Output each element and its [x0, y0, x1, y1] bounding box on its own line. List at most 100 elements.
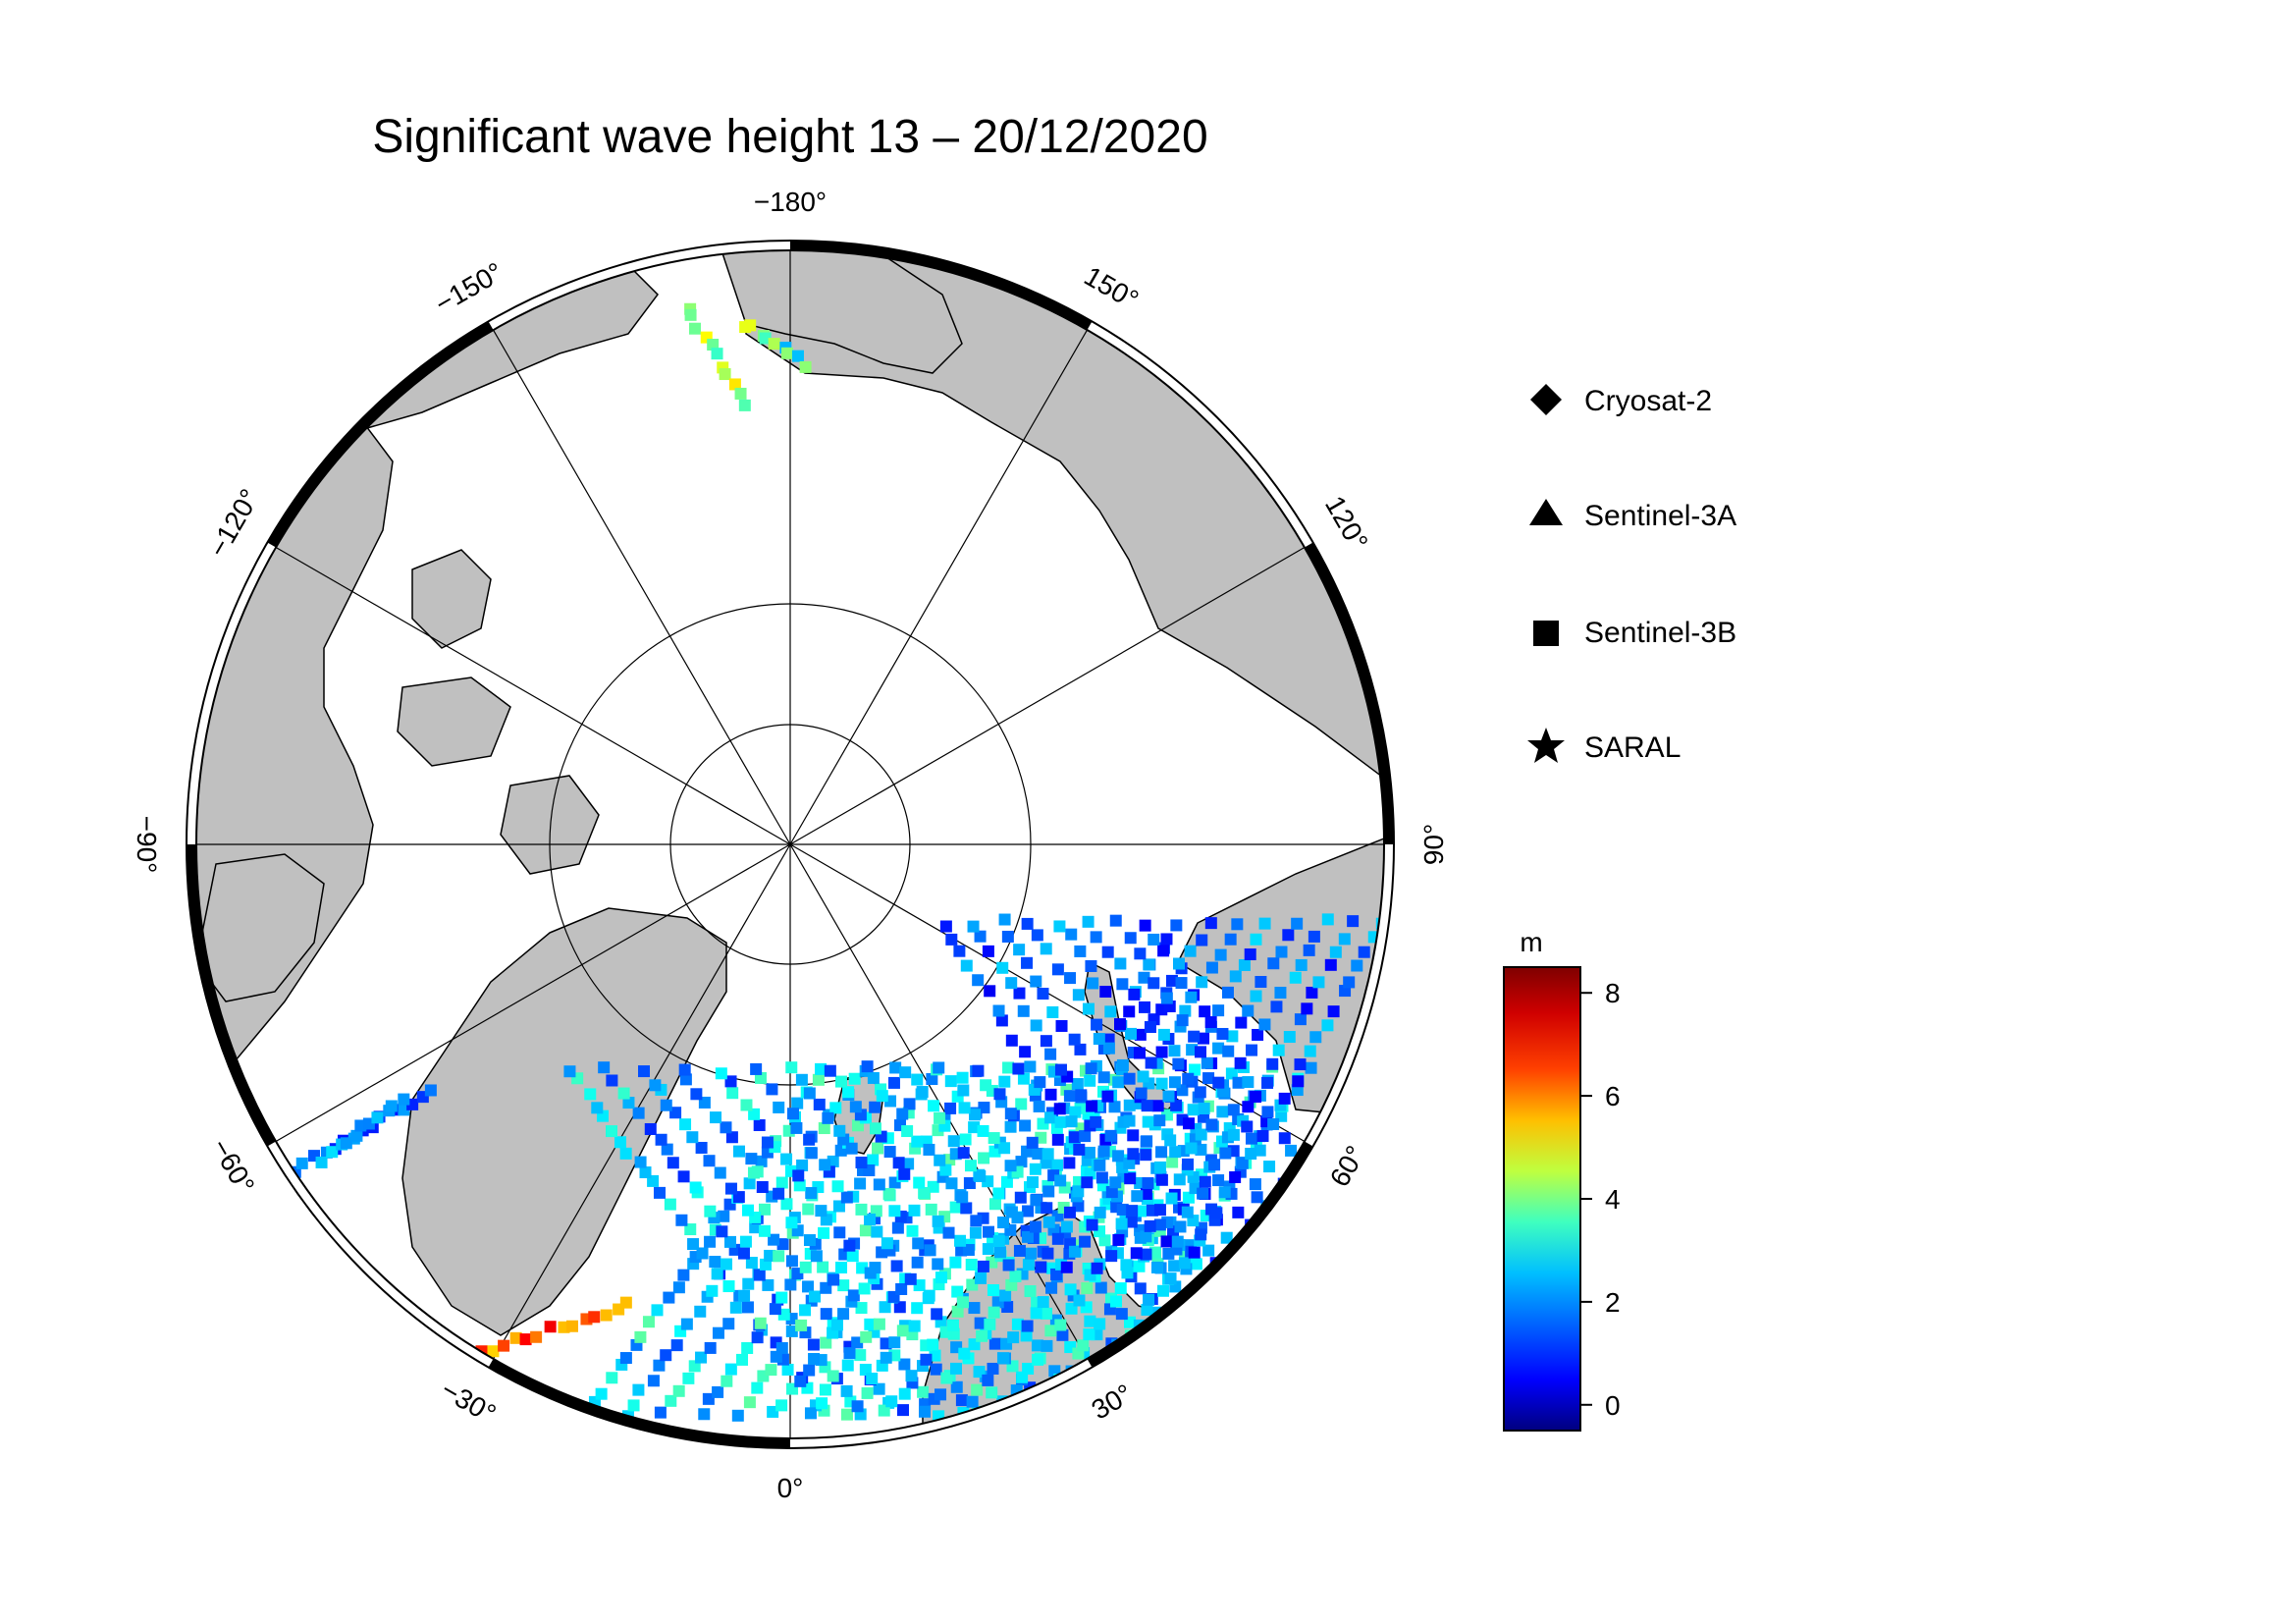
observation-point — [1068, 1131, 1081, 1144]
observation-point — [1238, 1262, 1251, 1274]
longitude-label: 90° — [1418, 824, 1449, 865]
observation-point — [703, 1155, 716, 1167]
observation-point — [1266, 1057, 1279, 1070]
observation-point — [964, 1160, 977, 1172]
observation-point — [773, 1101, 785, 1113]
observation-point — [1044, 1088, 1057, 1101]
observation-point — [988, 1145, 1001, 1158]
observation-point — [1069, 1106, 1082, 1118]
observation-point — [912, 1237, 925, 1250]
observation-point — [745, 1153, 758, 1165]
observation-point — [987, 1284, 999, 1297]
observation-point — [1198, 1032, 1210, 1045]
observation-point — [724, 1235, 737, 1248]
observation-point — [1182, 1072, 1195, 1085]
observation-point — [984, 985, 996, 998]
observation-point — [1272, 1044, 1285, 1056]
observation-point — [1072, 1185, 1085, 1198]
observation-point — [997, 1217, 1010, 1229]
observation-point — [754, 1071, 767, 1084]
observation-point — [1358, 946, 1370, 958]
observation-point — [1086, 1100, 1098, 1112]
observation-point — [606, 1074, 618, 1087]
observation-point — [653, 1186, 666, 1199]
observation-point — [1209, 1278, 1222, 1291]
observation-point — [822, 1111, 834, 1124]
observation-point — [896, 1325, 909, 1337]
observation-point — [1134, 1028, 1147, 1041]
observation-point — [918, 1405, 931, 1418]
observation-point — [1212, 1076, 1225, 1089]
observation-point — [679, 1118, 692, 1131]
observation-point — [923, 1143, 935, 1156]
observation-point — [972, 1064, 985, 1077]
observation-point — [908, 1320, 921, 1332]
observation-point — [1073, 1143, 1086, 1156]
observation-point — [945, 933, 958, 946]
observation-point — [1084, 1315, 1096, 1327]
observation-point — [898, 1387, 911, 1400]
observation-point — [1114, 1282, 1127, 1295]
observation-point — [1160, 933, 1173, 946]
observation-point — [1189, 1063, 1201, 1076]
observation-point — [927, 1338, 939, 1351]
observation-point — [977, 1124, 989, 1137]
observation-point — [698, 1408, 711, 1421]
observation-point — [619, 1296, 632, 1309]
observation-point — [1252, 1386, 1264, 1399]
observation-point — [1037, 1296, 1049, 1309]
observation-point — [1019, 1046, 1032, 1058]
land-arctic-islands-1 — [411, 549, 492, 649]
observation-point — [1347, 915, 1360, 928]
observation-point — [890, 1260, 903, 1272]
observation-point — [872, 1142, 884, 1155]
observation-point — [802, 1280, 815, 1293]
observation-point — [1072, 989, 1085, 1001]
observation-point — [1032, 1147, 1044, 1160]
observation-point — [1068, 1245, 1081, 1258]
observation-point — [1168, 1260, 1181, 1272]
observation-point — [1205, 1118, 1218, 1131]
observation-point — [1327, 1005, 1340, 1018]
observation-point — [1247, 1330, 1259, 1343]
observation-point — [775, 1341, 788, 1354]
observation-point — [1021, 956, 1034, 969]
observation-point — [1133, 1047, 1146, 1059]
observation-point — [1185, 991, 1198, 1003]
observation-point — [1040, 1157, 1052, 1169]
observation-point — [1324, 958, 1337, 971]
observation-point — [632, 1383, 645, 1396]
observation-point — [1095, 1281, 1107, 1294]
observation-point — [704, 1235, 717, 1248]
observation-point — [1253, 1337, 1265, 1350]
observation-point — [859, 1224, 872, 1237]
observation-point — [1303, 944, 1315, 956]
observation-point — [1087, 977, 1099, 990]
observation-point — [946, 1319, 959, 1331]
observation-point — [684, 308, 697, 321]
observation-point — [1261, 1076, 1274, 1089]
observation-point — [649, 1079, 662, 1092]
observation-point — [1175, 977, 1188, 990]
observation-point — [904, 1272, 917, 1285]
map-title: Significant wave height 13 – 20/12/2020 — [372, 111, 1207, 163]
observation-point — [960, 959, 973, 972]
observation-point — [1141, 1100, 1153, 1112]
observation-point — [1208, 1383, 1221, 1396]
observation-point — [945, 1177, 958, 1190]
legend-label-saral: SARAL — [1584, 731, 1681, 764]
observation-point — [898, 1167, 911, 1180]
observation-point — [942, 1226, 955, 1239]
observation-point — [1112, 1150, 1125, 1163]
observation-point — [1060, 1383, 1073, 1396]
observation-point — [606, 1125, 618, 1138]
observation-point — [842, 1086, 855, 1099]
observation-point — [1053, 920, 1066, 933]
observation-point — [1188, 1246, 1201, 1259]
observation-point — [675, 1214, 688, 1226]
observation-point — [1257, 1398, 1270, 1411]
observation-point — [881, 1237, 893, 1250]
observation-point — [600, 1309, 613, 1322]
observation-point — [1125, 1027, 1138, 1040]
observation-point — [1166, 1370, 1179, 1382]
